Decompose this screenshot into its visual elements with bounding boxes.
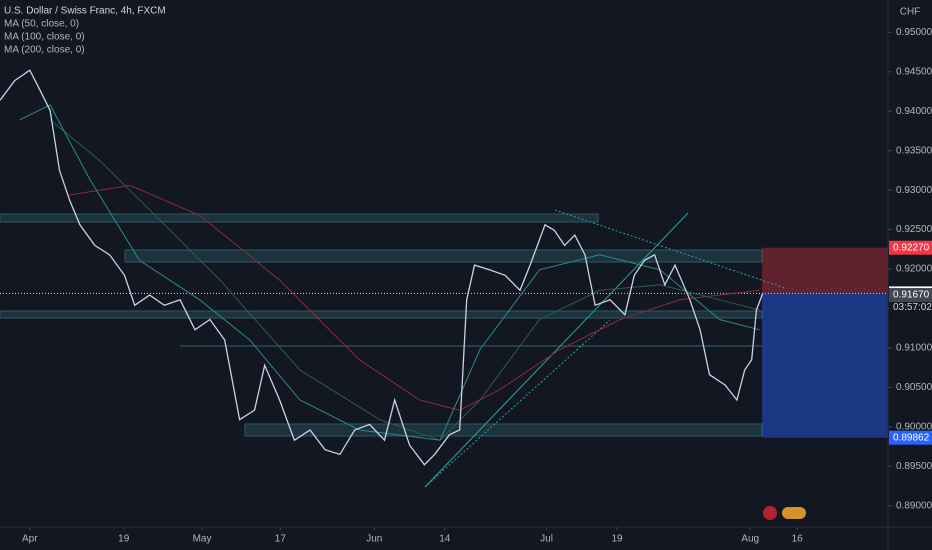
x-tick-label: Apr	[22, 534, 38, 545]
price-label: 0.89862	[893, 432, 930, 443]
zone	[0, 213, 599, 223]
zone	[124, 249, 763, 263]
trendline	[554, 209, 786, 289]
x-tick-label: 14	[439, 534, 451, 545]
x-tick-label: 16	[792, 534, 804, 545]
x-tick-label: 17	[275, 534, 287, 545]
price-label-box	[889, 430, 932, 445]
x-tick-label: Jun	[366, 534, 382, 545]
trendline	[424, 212, 689, 488]
legend-entry: MA (50, close, 0)	[4, 19, 79, 30]
zone	[244, 423, 763, 437]
trendline	[424, 319, 611, 488]
position-tool	[0, 247, 888, 438]
plot	[0, 69, 764, 466]
chart-title: U.S. Dollar / Swiss Franc, 4h, FXCM	[4, 6, 166, 17]
stop-zone	[762, 247, 888, 294]
flag-icon	[763, 506, 806, 520]
price-label: 0.92270	[893, 242, 930, 253]
x-tick-label: 19	[118, 534, 130, 545]
x-tick-label: 19	[611, 534, 623, 545]
y-tick-label: 0.92500	[896, 224, 932, 235]
zone	[0, 310, 763, 319]
countdown: 03:57:02	[893, 302, 932, 313]
y-tick-label: 0.90000	[896, 421, 932, 432]
countdown-box	[889, 300, 932, 314]
y-tick-label: 0.94500	[896, 66, 932, 77]
y-tick-label: 0.93500	[896, 145, 932, 156]
y-tick-label: 0.95000	[896, 27, 932, 38]
target-zone	[762, 293, 888, 438]
y-tick-label: 0.90500	[896, 382, 932, 393]
x-tick-label: Aug	[741, 534, 759, 545]
y-tick-label: 0.93000	[896, 185, 932, 196]
price-label: 0.91670	[893, 290, 930, 301]
moving-average	[19, 104, 760, 441]
price-label-box	[889, 288, 932, 303]
y-tick-label: 0.91000	[896, 343, 932, 354]
legend-entry: MA (100, close, 0)	[4, 32, 85, 43]
price-label-box	[889, 240, 932, 255]
price-line-series	[0, 69, 764, 466]
y-tick-label: 0.89500	[896, 461, 932, 472]
drawings	[0, 209, 786, 488]
y-tick-label: 0.94000	[896, 106, 932, 117]
x-tick-label: Jul	[540, 534, 553, 545]
currency: CHF	[900, 7, 921, 18]
y-tick-label: 0.92000	[896, 264, 932, 275]
moving-average	[69, 184, 760, 411]
y-tick-label: 0.89000	[896, 500, 932, 511]
x-tick-label: May	[193, 534, 212, 545]
legend-entry: MA (200, close, 0)	[4, 45, 85, 56]
